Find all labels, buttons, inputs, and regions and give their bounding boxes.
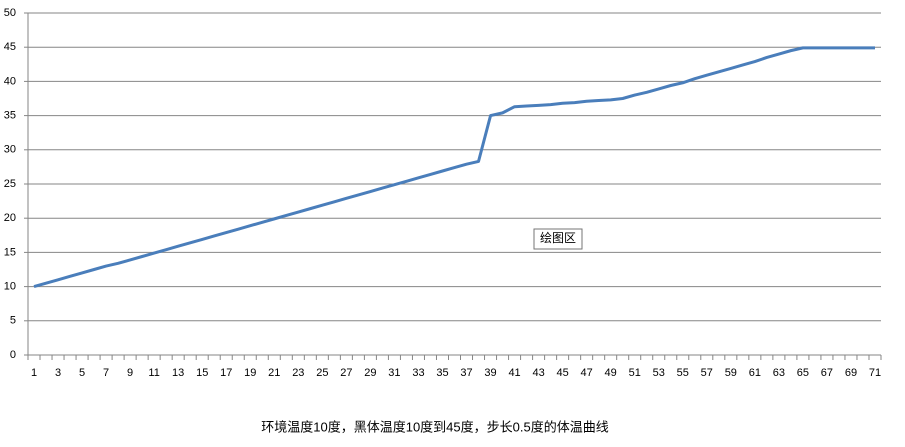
x-tick-label: 37 [460, 367, 472, 379]
x-tick-label: 17 [220, 367, 232, 379]
x-tick-label: 45 [557, 367, 569, 379]
x-tick-label: 63 [773, 367, 785, 379]
x-tick-label: 65 [797, 367, 809, 379]
tooltip-box [533, 228, 583, 250]
x-tick-label: 21 [268, 367, 280, 379]
y-tick-label: 15 [4, 246, 16, 258]
x-tick-label: 49 [605, 367, 617, 379]
x-tick-label: 29 [364, 367, 376, 379]
x-tick-label: 71 [869, 367, 881, 379]
x-tick-label: 57 [701, 367, 713, 379]
y-tick-label: 30 [4, 144, 16, 156]
x-tick-label: 43 [532, 367, 544, 379]
x-tick-label: 1 [31, 367, 37, 379]
y-tick-label: 45 [4, 41, 16, 53]
x-tick-label: 53 [653, 367, 665, 379]
x-tick-label: 19 [244, 367, 256, 379]
x-tick-label: 15 [196, 367, 208, 379]
y-tick-label: 50 [4, 7, 16, 19]
x-tick-label: 7 [103, 367, 109, 379]
tooltip-text: 绘图区 [540, 230, 576, 245]
x-tick-label: 3 [55, 367, 61, 379]
x-tick-label: 67 [821, 367, 833, 379]
x-tick-label: 61 [749, 367, 761, 379]
x-tick-label: 9 [127, 367, 133, 379]
x-tick-label: 59 [725, 367, 737, 379]
y-tick-label: 35 [4, 110, 16, 122]
y-tick-label: 25 [4, 178, 16, 190]
x-tick-label: 55 [677, 367, 689, 379]
data-line [33, 46, 875, 289]
x-tick-label: 11 [148, 367, 159, 379]
x-tick-label: 69 [845, 367, 857, 379]
y-tick-label: 0 [10, 349, 16, 361]
x-tick-label: 35 [436, 367, 448, 379]
x-tick-label: 25 [316, 367, 328, 379]
x-tick-label: 39 [484, 367, 496, 379]
chart-title: 环境温度10度，黑体温度10度到45度，步长0.5度的体温曲线 [261, 419, 608, 434]
x-tick-label: 33 [412, 367, 424, 379]
x-tick-label: 51 [629, 367, 641, 379]
x-tick-label: 47 [581, 367, 593, 379]
x-tick-label: 13 [172, 367, 184, 379]
y-tick-label: 10 [4, 281, 16, 293]
x-tick-label: 27 [340, 367, 352, 379]
x-tick-label: 23 [292, 367, 304, 379]
x-tick-label: 5 [79, 367, 85, 379]
tooltip: 绘图区 [533, 228, 583, 250]
y-tick-label: 20 [4, 212, 16, 224]
y-tick-label: 5 [10, 315, 16, 327]
y-tick-label: 40 [4, 75, 16, 87]
x-tick-label: 31 [388, 367, 400, 379]
x-tick-label: 41 [508, 367, 520, 379]
